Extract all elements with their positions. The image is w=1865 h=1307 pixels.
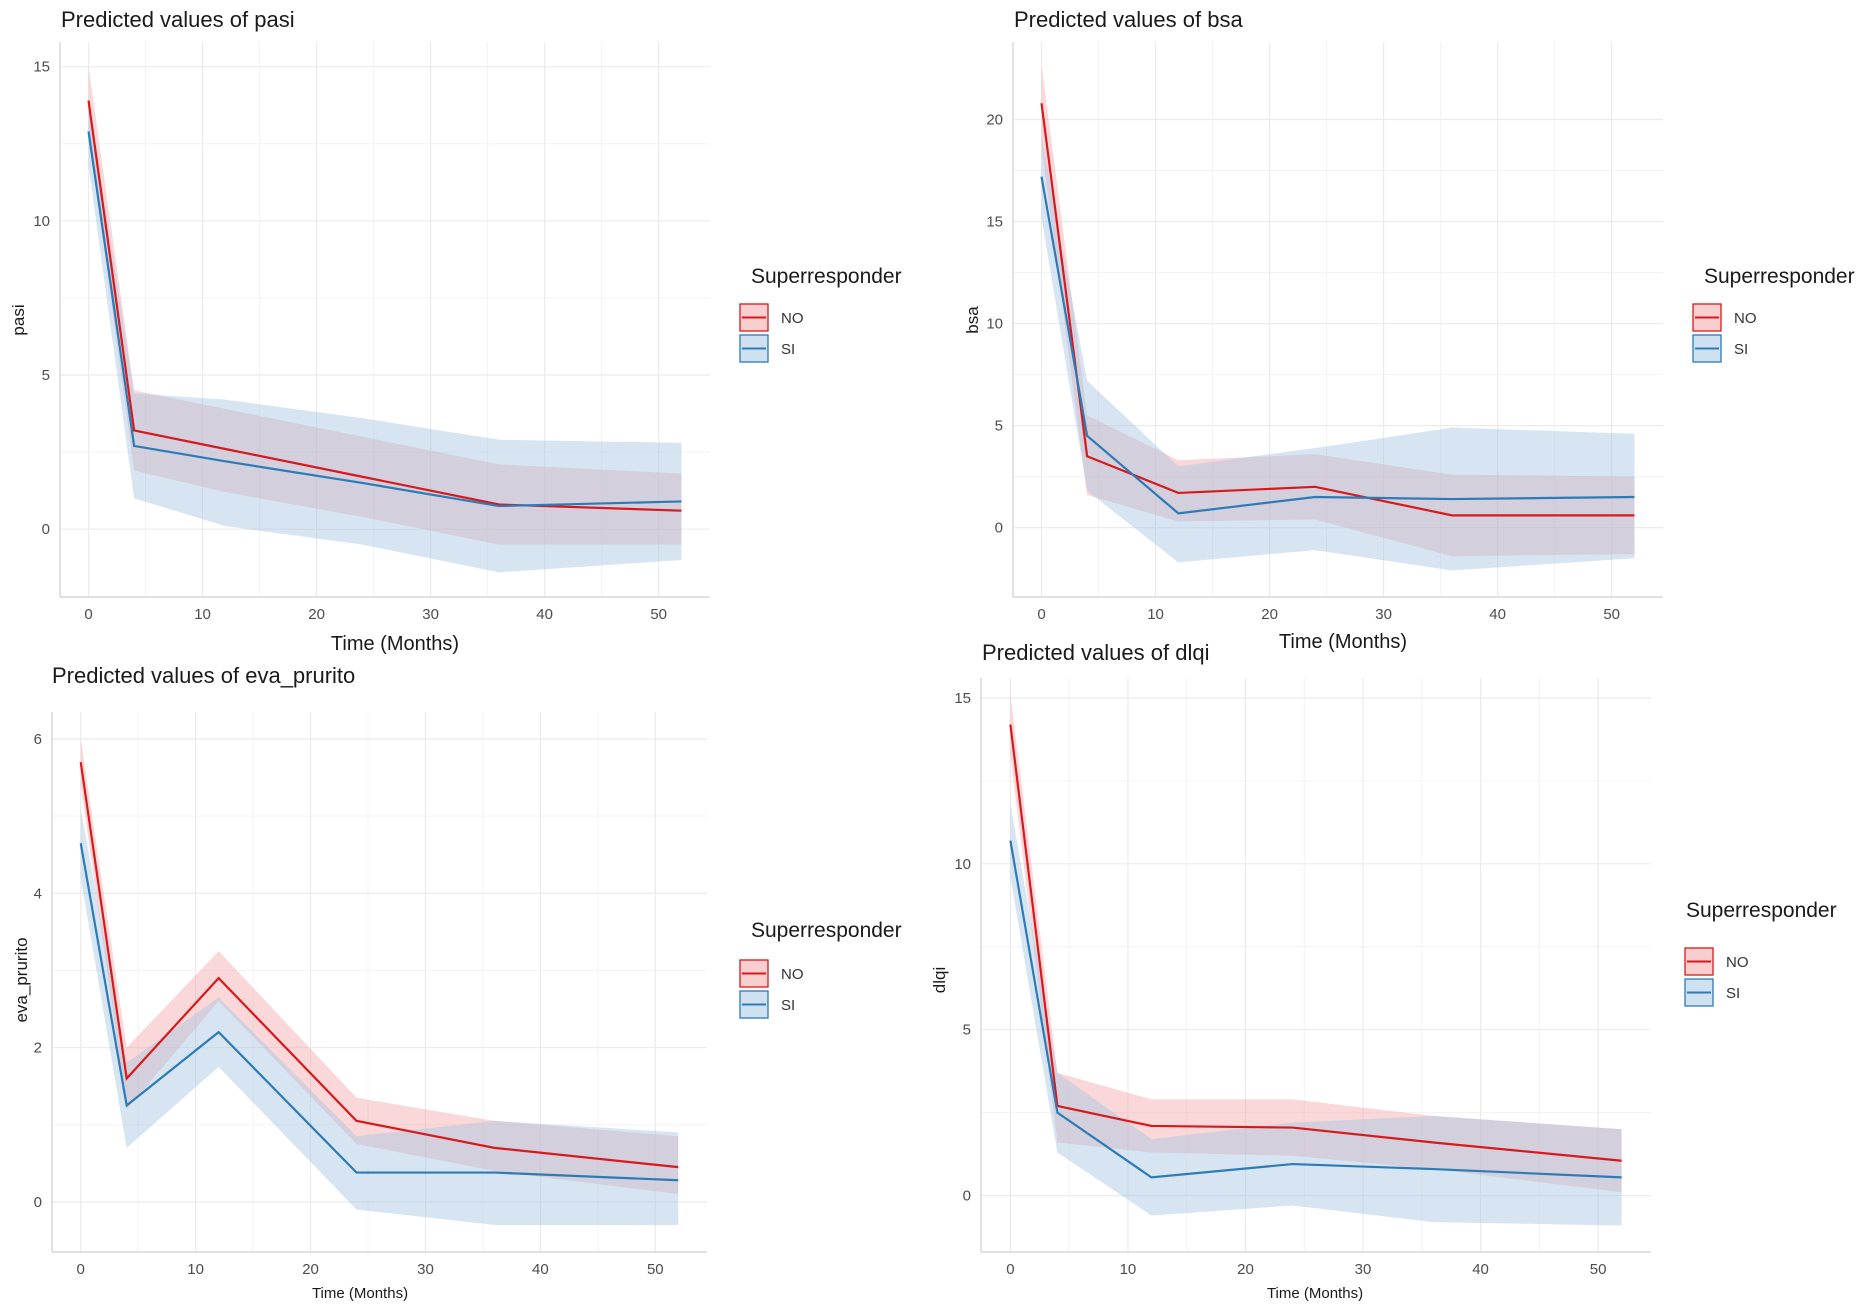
series-line-si xyxy=(1040,176,1635,515)
x-tick-label: 40 xyxy=(1489,606,1506,623)
x-tick-label: 10 xyxy=(187,1261,204,1278)
y-axis-label: dlqi xyxy=(930,967,949,993)
legend-label-no: NO xyxy=(1734,310,1757,327)
x-tick-label: 40 xyxy=(532,1261,549,1278)
ci-band-si xyxy=(88,97,682,573)
x-tick-label: 30 xyxy=(417,1261,434,1278)
y-tick-label: 20 xyxy=(986,112,1003,129)
legend-label-no: NO xyxy=(1726,954,1749,971)
series-line-no xyxy=(1009,724,1622,1162)
x-tick-label: 50 xyxy=(1590,1261,1607,1278)
legend-label-no: NO xyxy=(781,310,804,327)
x-axis-label: Time (Months) xyxy=(312,1285,408,1302)
legend-title: Superresponder xyxy=(1686,899,1837,922)
legend-title: Superresponder xyxy=(751,919,902,942)
y-tick-label: 0 xyxy=(995,520,1003,537)
series-line-si xyxy=(87,131,682,508)
x-tick-label: 10 xyxy=(1120,1261,1137,1278)
ci-band-no xyxy=(1010,694,1622,1193)
x-tick-label: 50 xyxy=(650,606,667,623)
legend-label-no: NO xyxy=(781,966,804,983)
ci-band-si xyxy=(1041,135,1635,571)
x-tick-label: 0 xyxy=(84,606,92,623)
chart-title: Predicted values of eva_prurito xyxy=(52,663,355,688)
x-tick-label: 10 xyxy=(194,606,211,623)
x-tick-label: 20 xyxy=(1261,606,1278,623)
y-tick-label: 10 xyxy=(954,856,971,873)
y-tick-label: 5 xyxy=(995,418,1003,435)
x-tick-label: 40 xyxy=(1472,1261,1489,1278)
ci-band-no xyxy=(88,66,682,545)
y-tick-label: 10 xyxy=(986,316,1003,333)
x-tick-label: 0 xyxy=(77,1261,85,1278)
y-tick-label: 15 xyxy=(33,59,50,76)
y-axis-label: eva_prurito xyxy=(12,937,31,1022)
panel-eva-prurito: 0 10 20 30 40 50 0 2 4 6 Predicted values of eva_p… xyxy=(12,663,902,1302)
series-line-si xyxy=(79,842,679,1182)
x-tick-label: 30 xyxy=(1375,606,1392,623)
legend-title: Superresponder xyxy=(751,265,902,288)
y-axis-label: bsa xyxy=(963,306,982,334)
series-line-no xyxy=(79,761,679,1169)
legend-label-si: SI xyxy=(1726,985,1740,1002)
panel-bsa: 0 10 20 30 40 50 0 5 10 15 20 Predicted values of b… xyxy=(963,7,1855,653)
ci-band-no xyxy=(80,739,679,1195)
x-tick-label: 10 xyxy=(1147,606,1164,623)
y-tick-label: 4 xyxy=(34,885,42,902)
chart-title: Predicted values of pasi xyxy=(61,7,295,32)
legend-label-si: SI xyxy=(1734,341,1748,358)
y-tick-label: 0 xyxy=(42,521,50,538)
y-tick-label: 10 xyxy=(33,213,50,230)
y-tick-label: 0 xyxy=(963,1188,971,1205)
ci-band-si xyxy=(1010,804,1622,1226)
y-tick-label: 15 xyxy=(954,690,971,707)
legend-label-si: SI xyxy=(781,997,795,1014)
x-tick-label: 20 xyxy=(1237,1261,1254,1278)
x-tick-label: 20 xyxy=(308,606,325,623)
x-tick-label: 0 xyxy=(1037,606,1045,623)
x-tick-label: 20 xyxy=(302,1261,319,1278)
y-tick-label: 6 xyxy=(34,731,42,748)
x-tick-label: 30 xyxy=(1355,1261,1372,1278)
x-tick-label: 0 xyxy=(1006,1261,1014,1278)
y-tick-label: 2 xyxy=(34,1040,42,1057)
legend-label-si: SI xyxy=(781,341,795,358)
panel-pasi: 0 10 20 30 40 50 0 5 10 15 Predicted values of pas… xyxy=(9,7,902,655)
x-tick-label: 50 xyxy=(1603,606,1620,623)
y-tick-label: 5 xyxy=(42,367,50,384)
series-line-si xyxy=(1009,840,1622,1179)
y-axis-label: pasi xyxy=(9,304,28,335)
ci-band-no xyxy=(1041,64,1635,557)
chart-title: Predicted values of bsa xyxy=(1014,7,1243,32)
chart-title: Predicted values of dlqi xyxy=(982,640,1209,665)
x-axis-label: Time (Months) xyxy=(1267,1285,1363,1302)
x-tick-label: 50 xyxy=(647,1261,664,1278)
x-tick-label: 40 xyxy=(536,606,553,623)
x-axis-label: Time (Months) xyxy=(331,633,459,655)
x-axis-label: Time (Months) xyxy=(1279,631,1407,653)
x-tick-label: 30 xyxy=(422,606,439,623)
ci-band-si xyxy=(80,808,679,1225)
y-tick-label: 0 xyxy=(34,1194,42,1211)
y-tick-label: 5 xyxy=(963,1022,971,1039)
panel-dlqi: 0 10 20 30 40 50 0 5 10 15 Predicted values of dlq… xyxy=(930,640,1837,1302)
y-tick-label: 15 xyxy=(986,214,1003,231)
legend-title: Superresponder xyxy=(1704,265,1855,288)
